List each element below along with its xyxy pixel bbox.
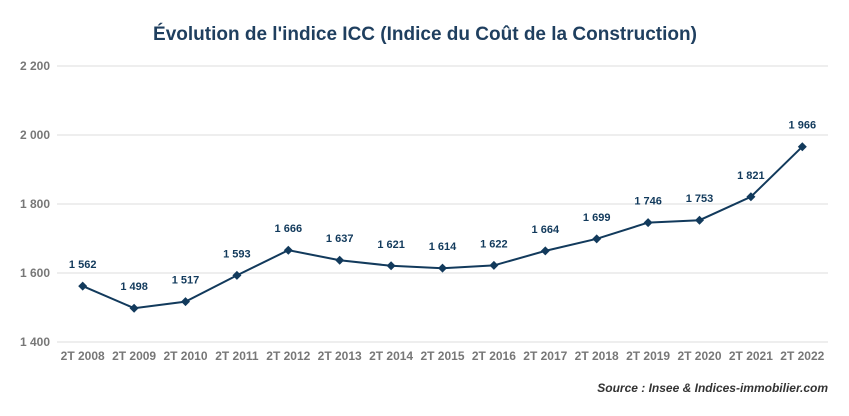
data-label: 1 966 <box>789 120 817 132</box>
data-label: 1 622 <box>480 238 508 250</box>
x-tick-label: 2T 2015 <box>420 349 464 363</box>
x-tick-label: 2T 2019 <box>626 349 670 363</box>
x-tick-label: 2T 2013 <box>318 349 362 363</box>
y-axis-ticks: 1 400 1 600 1 800 2 000 2 200 <box>20 59 50 349</box>
data-label: 1 821 <box>737 170 765 182</box>
data-point-marker <box>489 260 499 270</box>
data-label: 1 593 <box>223 248 251 260</box>
x-tick-label: 2T 2009 <box>112 349 156 363</box>
data-point-marker <box>695 215 704 225</box>
y-tick-label: 1 600 <box>20 266 50 280</box>
data-point-marker <box>746 192 756 202</box>
y-tick-label: 2 200 <box>20 59 50 73</box>
y-tick-label: 1 800 <box>20 197 50 211</box>
data-label: 1 666 <box>275 223 303 235</box>
data-label: 1 753 <box>686 193 714 205</box>
data-point-marker <box>540 246 550 256</box>
y-tick-label: 2 000 <box>20 128 50 142</box>
data-label: 1 637 <box>326 233 354 245</box>
data-point-marker <box>181 297 190 307</box>
data-point-marker <box>335 255 345 265</box>
x-tick-label: 2T 2016 <box>472 349 516 363</box>
x-tick-label: 2T 2012 <box>266 349 310 363</box>
source-note: Source : Insee & Indices-immobilier.com <box>597 381 828 395</box>
data-point-marker <box>592 234 602 244</box>
x-tick-label: 2T 2014 <box>369 349 413 363</box>
series-markers <box>78 142 807 313</box>
x-tick-label: 2T 2022 <box>780 349 824 363</box>
x-tick-label: 2T 2008 <box>61 349 105 363</box>
x-axis-ticks: 2T 2008 2T 2009 2T 2010 2T 2011 2T 2012 2T 20… <box>61 349 825 363</box>
data-label: 1 621 <box>377 239 405 251</box>
grid-lines <box>57 65 828 343</box>
data-point-marker <box>643 218 653 228</box>
data-label: 1 562 <box>69 259 97 271</box>
y-tick-label: 1 400 <box>20 335 50 349</box>
data-point-marker <box>283 245 293 255</box>
x-tick-label: 2T 2011 <box>215 349 259 363</box>
data-label: 1 614 <box>429 241 457 253</box>
data-point-marker <box>386 261 396 271</box>
data-label: 1 664 <box>532 224 560 236</box>
x-tick-label: 2T 2021 <box>729 349 773 363</box>
data-label: 1 517 <box>172 275 200 287</box>
data-point-marker <box>438 263 447 273</box>
data-label: 1 746 <box>634 196 662 208</box>
chart-title: Évolution de l'indice ICC (Indice du Coû… <box>153 23 697 45</box>
data-point-marker <box>232 270 242 280</box>
data-label: 1 498 <box>120 281 148 293</box>
x-tick-label: 2T 2017 <box>523 349 567 363</box>
x-tick-label: 2T 2018 <box>575 349 619 363</box>
x-tick-label: 2T 2020 <box>677 349 721 363</box>
x-tick-label: 2T 2010 <box>163 349 207 363</box>
data-point-marker <box>129 303 139 313</box>
data-label: 1 699 <box>583 212 611 224</box>
data-point-marker <box>78 281 88 291</box>
data-point-marker <box>797 142 807 152</box>
data-labels: 1 562 1 498 1 517 1 593 1 666 1 637 1 621 1 614… <box>69 120 816 293</box>
